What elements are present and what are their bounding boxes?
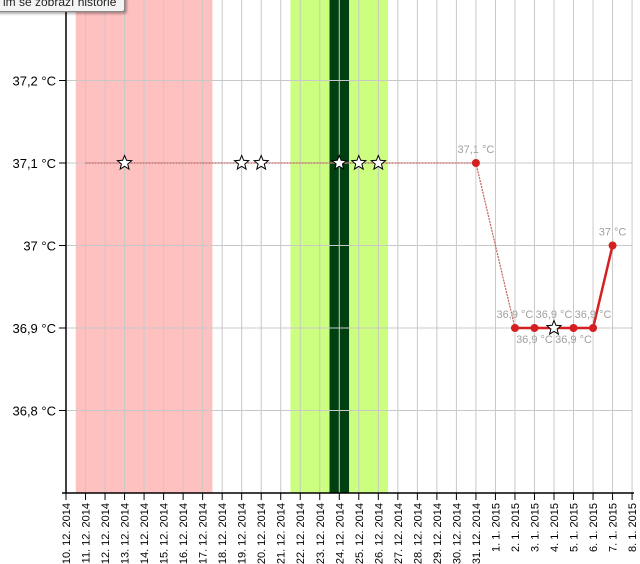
data-point xyxy=(569,324,578,332)
x-tick-label: 2. 1. 2015 xyxy=(510,503,522,552)
data-point xyxy=(471,159,480,167)
x-tick-label: 30. 12. 2014 xyxy=(451,503,463,564)
star-marker xyxy=(116,154,133,171)
data-point xyxy=(530,324,539,332)
x-tick-label: 4. 1. 2015 xyxy=(549,503,561,552)
x-tick-label: 25. 12. 2014 xyxy=(354,503,366,564)
history-tooltip: im se zobrazí historie xyxy=(0,0,126,12)
star-marker xyxy=(233,154,251,171)
y-tick-label: 36,8 °C xyxy=(12,404,56,419)
data-label: 37,1 °C xyxy=(458,144,495,156)
x-tick-label: 21. 12. 2014 xyxy=(276,503,288,564)
x-tick-label: 18. 12. 2014 xyxy=(217,503,229,564)
x-tick-label: 28. 12. 2014 xyxy=(412,503,424,564)
x-tick-label: 31. 12. 2014 xyxy=(471,503,483,564)
x-tick-label: 24. 12. 2014 xyxy=(334,503,346,564)
data-label: 36,9 °C xyxy=(575,309,612,321)
data-point xyxy=(608,241,617,250)
x-tick-label: 22. 12. 2014 xyxy=(295,503,307,564)
x-tick-label: 16. 12. 2014 xyxy=(178,503,190,564)
star-marker xyxy=(252,154,270,171)
star-marker xyxy=(330,154,348,171)
x-tick-label: 19. 12. 2014 xyxy=(237,503,249,564)
data-label: 37 °C xyxy=(599,227,627,239)
data-point xyxy=(589,324,598,332)
x-tick-label: 13. 12. 2014 xyxy=(120,503,132,564)
x-tick-label: 8. 1. 2015 xyxy=(627,503,639,552)
y-tick-label: 36,9 °C xyxy=(12,321,56,336)
x-tick-label: 17. 12. 2014 xyxy=(198,503,210,564)
star-marker xyxy=(369,154,387,171)
x-tick-label: 7. 1. 2015 xyxy=(608,503,620,552)
y-tick-label: 37,2 °C xyxy=(12,74,56,89)
x-tick-label: 12. 12. 2014 xyxy=(100,503,112,564)
star-marker xyxy=(350,154,368,171)
x-tick-label: 27. 12. 2014 xyxy=(393,503,405,564)
x-tick-label: 6. 1. 2015 xyxy=(588,503,600,552)
x-tick-label: 5. 1. 2015 xyxy=(569,503,581,552)
x-tick-label: 3. 1. 2015 xyxy=(529,503,541,552)
y-tick-label: 37,1 °C xyxy=(12,156,56,171)
x-tick-label: 23. 12. 2014 xyxy=(315,503,327,564)
x-tick-label: 1. 1. 2015 xyxy=(490,503,502,552)
data-label: 36,9 °C xyxy=(536,309,573,321)
x-tick-label: 20. 12. 2014 xyxy=(256,503,268,564)
data-point xyxy=(510,324,519,332)
x-tick-label: 15. 12. 2014 xyxy=(159,503,171,564)
data-label: 36,9 °C xyxy=(497,309,534,321)
x-tick-label: 29. 12. 2014 xyxy=(432,503,444,564)
star-marker xyxy=(545,319,563,336)
x-tick-label: 11. 12. 2014 xyxy=(81,503,93,563)
x-tick-label: 14. 12. 2014 xyxy=(139,503,151,564)
data-label: 36,9 °C xyxy=(516,334,553,346)
data-label: 36,9 °C xyxy=(555,334,592,346)
x-tick-label: 10. 12. 2014 xyxy=(61,503,73,564)
y-tick-label: 37 °C xyxy=(23,239,56,254)
x-tick-label: 26. 12. 2014 xyxy=(373,503,385,564)
